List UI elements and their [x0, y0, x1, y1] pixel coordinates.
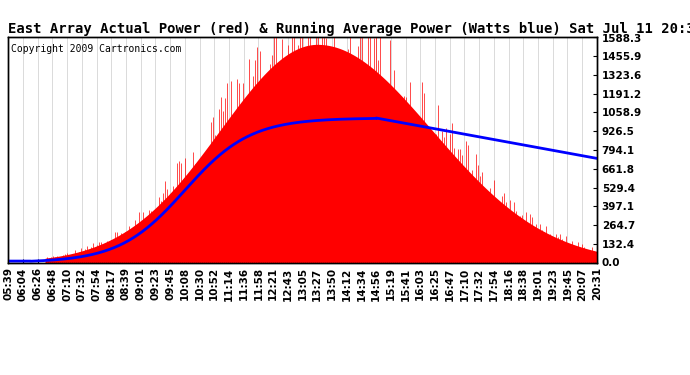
Text: East Array Actual Power (red) & Running Average Power (Watts blue) Sat Jul 11 20: East Array Actual Power (red) & Running … — [8, 22, 690, 36]
Text: Copyright 2009 Cartronics.com: Copyright 2009 Cartronics.com — [11, 44, 181, 54]
